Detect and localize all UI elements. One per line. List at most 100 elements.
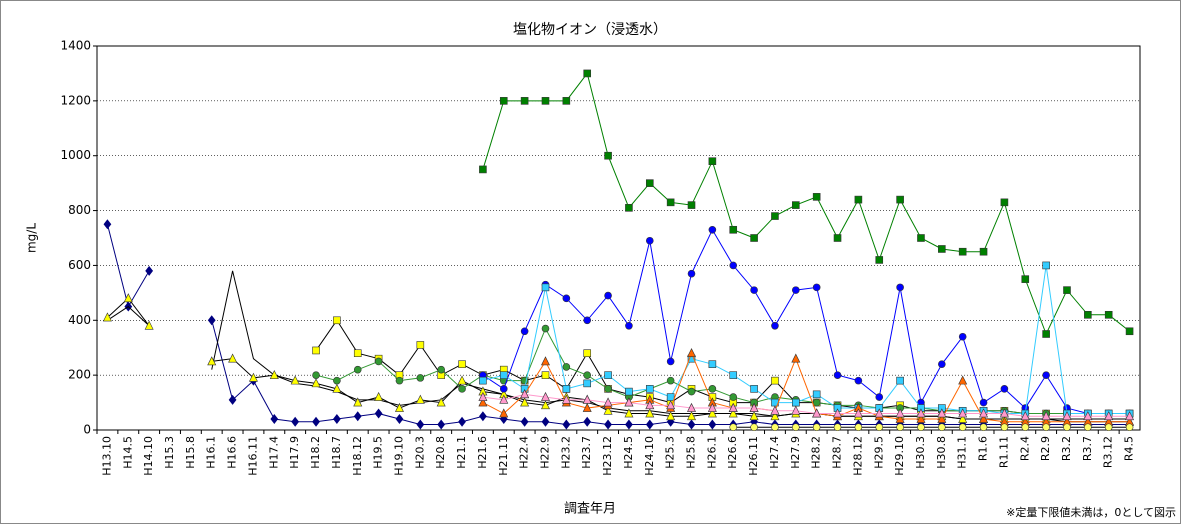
data-point <box>604 419 612 430</box>
x-tick-label: H18.12 <box>351 436 364 476</box>
data-point <box>645 400 655 410</box>
data-point <box>708 419 717 430</box>
data-point <box>729 423 738 432</box>
data-point <box>1042 261 1050 270</box>
data-point <box>541 400 550 410</box>
data-point <box>687 411 696 421</box>
data-point <box>416 341 425 349</box>
data-point <box>499 97 508 105</box>
data-point <box>1063 423 1071 432</box>
data-point <box>436 397 446 407</box>
series-line <box>482 72 1130 336</box>
data-point <box>395 414 404 425</box>
data-point <box>437 365 445 374</box>
y-tick-label: 400 <box>68 313 91 327</box>
data-point <box>666 357 675 366</box>
data-point <box>583 349 592 358</box>
y-tick-label: 600 <box>68 258 91 272</box>
data-point <box>812 390 821 399</box>
x-tick-label: H21.11 <box>497 436 510 476</box>
data-point <box>604 291 612 300</box>
data-point <box>562 419 571 430</box>
x-tick-label: H29.5 <box>872 436 885 469</box>
data-point <box>312 416 320 427</box>
data-point <box>979 398 988 407</box>
data-point <box>416 419 425 430</box>
data-point <box>312 371 320 379</box>
data-point <box>917 234 925 242</box>
data-point <box>853 408 863 418</box>
data-point <box>520 389 530 399</box>
data-point <box>749 402 759 412</box>
data-point <box>228 353 238 363</box>
data-point <box>499 408 509 418</box>
x-tick-label: H14.5 <box>121 436 134 469</box>
data-point <box>541 97 550 105</box>
x-tick-label: H18.7 <box>330 436 343 469</box>
data-point <box>645 419 654 430</box>
data-point <box>707 402 717 412</box>
x-tick-label: R1.6 <box>977 436 990 461</box>
series-line <box>482 228 1130 415</box>
data-point <box>1000 423 1009 432</box>
data-point <box>583 316 592 325</box>
data-point <box>708 385 717 393</box>
data-point <box>979 408 989 418</box>
data-point <box>457 375 467 385</box>
data-point <box>812 408 822 418</box>
data-point <box>583 69 592 78</box>
data-point <box>1000 385 1009 393</box>
data-point <box>833 408 843 418</box>
x-tick-label: R2.9 <box>1039 436 1052 461</box>
x-tick-label: H30.3 <box>914 436 927 469</box>
data-point <box>541 391 550 401</box>
data-point <box>687 387 696 396</box>
data-point <box>750 385 758 393</box>
data-point <box>958 375 968 385</box>
data-point <box>728 408 738 418</box>
data-point <box>687 402 696 412</box>
data-point <box>1021 275 1030 283</box>
data-point <box>604 371 612 379</box>
data-point <box>938 245 946 253</box>
data-point <box>437 419 446 430</box>
x-tick-label: H27.9 <box>789 436 802 469</box>
y-tick-label: 0 <box>83 423 91 437</box>
data-point <box>645 236 654 245</box>
x-tick-label: H30.8 <box>935 436 948 469</box>
data-point <box>1062 411 1072 421</box>
data-point <box>854 376 863 385</box>
data-point <box>750 423 758 432</box>
data-point <box>729 225 738 234</box>
data-point <box>458 385 466 393</box>
x-tick-label: H15.8 <box>184 436 197 469</box>
data-point <box>625 419 633 430</box>
data-point <box>937 413 947 423</box>
data-point <box>520 97 529 105</box>
x-tick-label: R3.2 <box>1060 436 1073 461</box>
data-point <box>833 371 842 379</box>
data-point <box>541 283 550 292</box>
data-point <box>1125 411 1135 421</box>
data-point <box>145 265 154 276</box>
x-tick-label: H17.9 <box>288 436 301 469</box>
x-tick-label: H19.10 <box>392 436 405 476</box>
data-point <box>770 405 780 415</box>
data-point <box>895 408 905 418</box>
data-point <box>771 423 779 432</box>
data-point <box>374 357 383 366</box>
data-point <box>895 413 905 423</box>
data-point <box>916 413 926 423</box>
data-point <box>645 408 655 418</box>
data-point <box>771 212 779 220</box>
data-point <box>624 408 634 418</box>
data-point <box>812 398 821 407</box>
data-point <box>353 397 363 407</box>
data-point <box>312 346 320 355</box>
data-point <box>1063 286 1071 294</box>
data-point <box>750 286 758 294</box>
x-tick-label: H21.6 <box>476 436 489 469</box>
data-point <box>666 198 675 207</box>
x-tick-label: H16.11 <box>246 436 259 476</box>
data-point <box>874 408 884 418</box>
